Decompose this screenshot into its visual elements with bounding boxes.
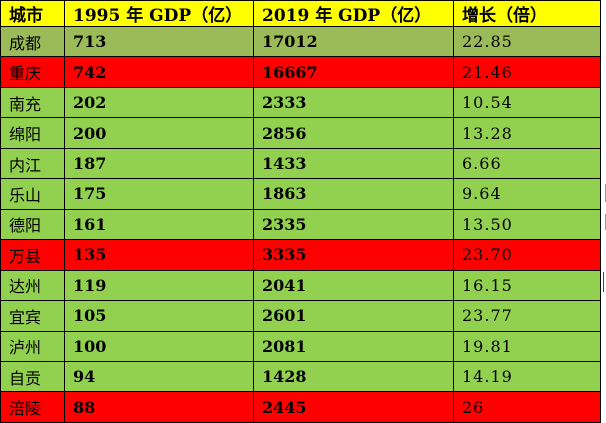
city-cell: 达州 <box>0 269 65 302</box>
gdp-2019-cell: 3335 <box>253 239 454 271</box>
table-row: 达州 119 2041 16.15 <box>0 269 601 302</box>
table-row: 自贡 94 1428 14.19 <box>0 360 601 393</box>
table-row: 成都 713 17012 22.85 <box>0 25 601 58</box>
gdp-2019-cell: 2445 <box>253 391 454 423</box>
table-body: 成都 713 17012 22.85 重庆 742 16667 21.46 南充 202 2333 1… <box>0 25 601 423</box>
gdp-1995-cell: 200 <box>64 117 254 149</box>
gdp-1995-cell: 119 <box>64 269 254 302</box>
city-cell: 重庆 <box>0 56 65 88</box>
growth-cell: 9.64 <box>453 178 601 210</box>
gdp-1995-cell: 135 <box>64 239 254 271</box>
city-cell: 成都 <box>0 25 65 58</box>
table-row: 重庆 742 16667 21.46 <box>0 56 601 88</box>
table-row: 乐山 175 1863 9.64 <box>0 178 601 210</box>
table-row: 德阳 161 2335 13.50 <box>0 208 601 241</box>
table-row: 宜宾 105 2601 23.77 <box>0 300 601 332</box>
header-gdp-2019: 2019 年 GDP（亿） <box>253 0 454 27</box>
gdp-2019-cell: 2856 <box>253 117 454 149</box>
growth-cell: 16.15 <box>453 269 601 302</box>
gdp-1995-cell: 202 <box>64 86 254 119</box>
city-cell: 南充 <box>0 86 65 119</box>
growth-cell: 23.70 <box>453 239 601 271</box>
gdp-2019-cell: 2333 <box>253 86 454 119</box>
table-row: 内江 187 1433 6.66 <box>0 147 601 180</box>
gdp-1995-cell: 105 <box>64 300 254 332</box>
city-cell: 德阳 <box>0 208 65 241</box>
city-cell: 泸州 <box>0 330 65 362</box>
header-gdp-1995: 1995 年 GDP（亿） <box>64 0 254 27</box>
header-row: 城市 1995 年 GDP（亿） 2019 年 GDP（亿） 增长（倍） <box>0 0 601 27</box>
city-cell: 内江 <box>0 147 65 180</box>
growth-cell: 10.54 <box>453 86 601 119</box>
growth-cell: 22.85 <box>453 25 601 58</box>
city-cell: 涪陵 <box>0 391 65 423</box>
header-growth: 增长（倍） <box>453 0 601 27</box>
growth-cell: 21.46 <box>453 56 601 88</box>
gdp-1995-cell: 713 <box>64 25 254 58</box>
gdp-1995-cell: 175 <box>64 178 254 210</box>
gdp-2019-cell: 1428 <box>253 360 454 393</box>
table-row: 万县 135 3335 23.70 <box>0 239 601 271</box>
edge-mark <box>603 272 604 292</box>
gdp-2019-cell: 17012 <box>253 25 454 58</box>
gdp-2019-cell: 2335 <box>253 208 454 241</box>
growth-cell: 6.66 <box>453 147 601 180</box>
table-row: 泸州 100 2081 19.81 <box>0 330 601 362</box>
growth-cell: 13.28 <box>453 117 601 149</box>
gdp-1995-cell: 161 <box>64 208 254 241</box>
gdp-2019-cell: 2081 <box>253 330 454 362</box>
growth-cell: 19.81 <box>453 330 601 362</box>
header-city: 城市 <box>0 0 65 27</box>
gdp-2019-cell: 1863 <box>253 178 454 210</box>
growth-cell: 14.19 <box>453 360 601 393</box>
city-cell: 宜宾 <box>0 300 65 332</box>
table-row: 绵阳 200 2856 13.28 <box>0 117 601 149</box>
growth-cell: 26 <box>453 391 601 423</box>
city-cell: 万县 <box>0 239 65 271</box>
gdp-2019-cell: 16667 <box>253 56 454 88</box>
gdp-2019-cell: 2041 <box>253 269 454 302</box>
table-row: 南充 202 2333 10.54 <box>0 86 601 119</box>
gdp-2019-cell: 1433 <box>253 147 454 180</box>
growth-cell: 23.77 <box>453 300 601 332</box>
city-cell: 乐山 <box>0 178 65 210</box>
gdp-2019-cell: 2601 <box>253 300 454 332</box>
gdp-1995-cell: 94 <box>64 360 254 393</box>
city-cell: 自贡 <box>0 360 65 393</box>
city-cell: 绵阳 <box>0 117 65 149</box>
gdp-1995-cell: 742 <box>64 56 254 88</box>
gdp-1995-cell: 187 <box>64 147 254 180</box>
growth-cell: 13.50 <box>453 208 601 241</box>
table-row: 涪陵 88 2445 26 <box>0 391 601 423</box>
gdp-1995-cell: 88 <box>64 391 254 423</box>
gdp-1995-cell: 100 <box>64 330 254 362</box>
